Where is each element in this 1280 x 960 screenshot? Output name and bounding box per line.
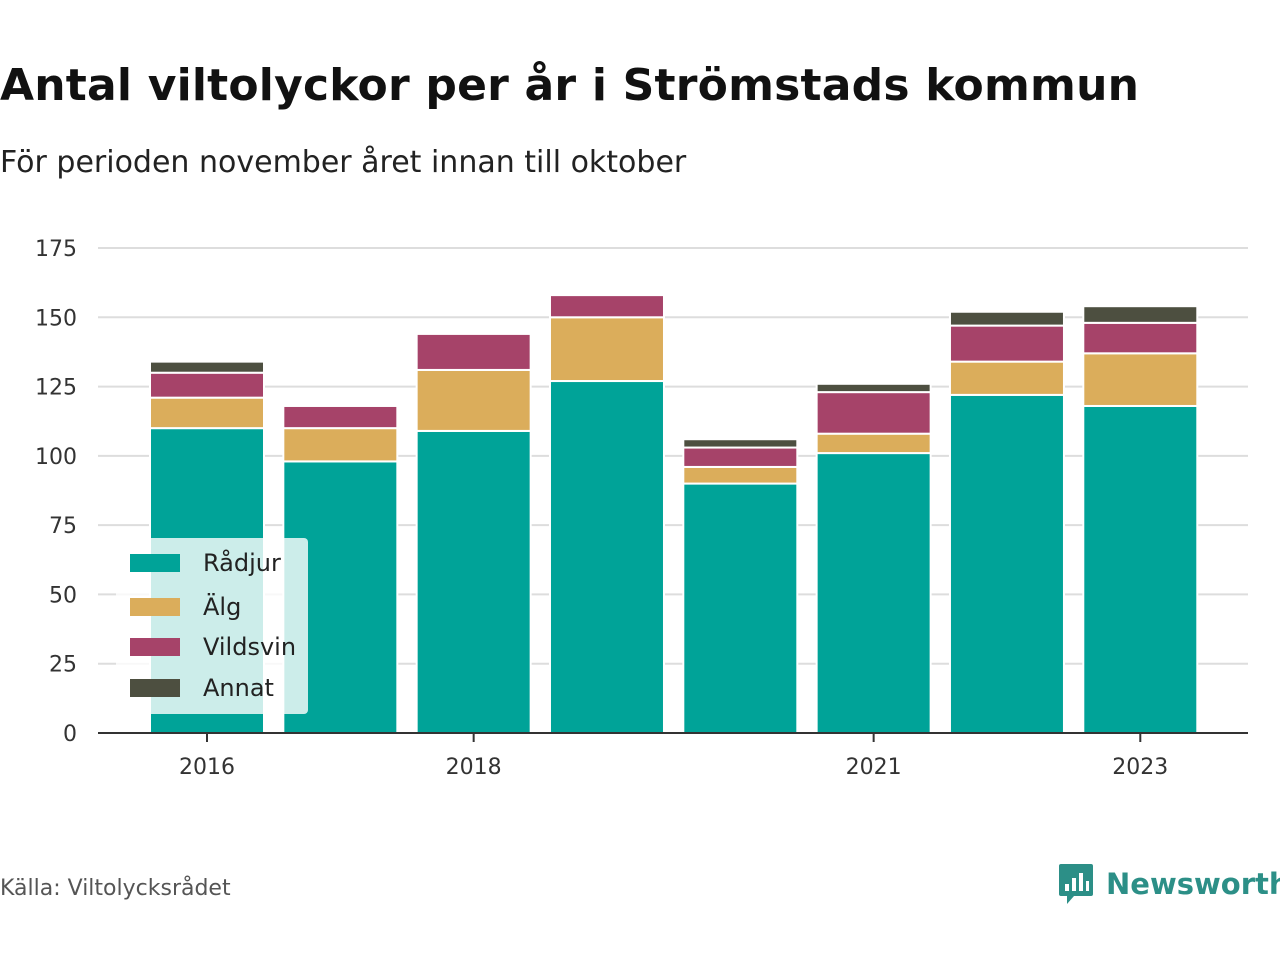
legend-label-radjur: Rådjur	[203, 549, 281, 577]
x-tick-label-2023: 2023	[1112, 755, 1168, 780]
y-tick-label-50: 50	[49, 583, 77, 608]
y-tick-label-125: 125	[35, 376, 77, 401]
y-tick-label-175: 175	[35, 237, 77, 262]
legend-item-radjur: Rådjur	[130, 548, 281, 578]
legend-item-vildsvin: Vildsvin	[130, 632, 296, 662]
x-tick-label-2016: 2016	[179, 755, 235, 780]
legend-swatch-alg	[130, 598, 180, 616]
bar-2020-annat	[682, 438, 799, 449]
bar-2017-alg	[282, 427, 399, 463]
bar-2022-vildsvin	[948, 324, 1065, 363]
y-tick-label-100: 100	[35, 445, 77, 470]
bar-2019-radjur	[548, 380, 665, 734]
y-axis-tick-labels: 0 25 50 75 100 125 150 175	[35, 237, 77, 747]
bar-2018-vildsvin	[415, 332, 532, 371]
legend: Rådjur Älg Vildsvin Annat	[116, 538, 308, 714]
chart-subtitle: För perioden november året innan till ok…	[0, 145, 687, 180]
bar-2020-radjur	[682, 482, 799, 735]
bar-2020-alg	[682, 465, 799, 485]
bar-2016-alg	[149, 396, 265, 430]
chart-title: Antal viltolyckor per år i Strömstads ko…	[0, 60, 1140, 111]
bar-2023-vildsvin	[1082, 321, 1199, 355]
y-tick-label-150: 150	[35, 306, 77, 331]
bar-2021-radjur	[815, 452, 932, 734]
bar-2022-annat	[948, 310, 1065, 327]
legend-item-annat: Annat	[130, 673, 274, 703]
legend-swatch-annat	[130, 679, 180, 697]
bar-2016-vildsvin	[149, 371, 265, 399]
bar-2023-alg	[1082, 352, 1199, 407]
bar-2023-radjur	[1082, 404, 1199, 734]
bar-2023-annat	[1082, 305, 1199, 324]
newsworthy-logo-text: Newsworthy	[1106, 867, 1280, 901]
legend-label-annat: Annat	[203, 674, 274, 702]
y-tick-label-75: 75	[49, 514, 77, 539]
bar-2020-vildsvin	[682, 446, 799, 468]
bar-2021-alg	[815, 432, 932, 455]
bar-2021-vildsvin	[815, 391, 932, 435]
bar-2021-annat	[815, 382, 932, 394]
bar-2022-alg	[948, 360, 1065, 396]
bar-2019-alg	[548, 316, 665, 383]
legend-swatch-radjur	[130, 554, 180, 572]
newsworthy-logo-icon	[1059, 864, 1093, 904]
x-axis-ticks: 2016 2018 2021 2023	[179, 733, 1168, 780]
x-tick-label-2018: 2018	[446, 755, 502, 780]
y-tick-label-0: 0	[63, 722, 77, 747]
bar-2017-vildsvin	[282, 404, 399, 430]
bar-2022-radjur	[948, 393, 1065, 734]
legend-label-alg: Älg	[203, 593, 242, 621]
x-tick-label-2021: 2021	[846, 755, 902, 780]
source-note: Källa: Viltolycksrådet	[0, 876, 231, 901]
bar-2016-annat	[149, 360, 265, 374]
legend-swatch-vildsvin	[130, 638, 180, 656]
legend-item-alg: Älg	[130, 592, 241, 622]
y-tick-label-25: 25	[49, 653, 77, 678]
newsworthy-logo[interactable]: Newsworthy	[1058, 862, 1280, 906]
legend-label-vildsvin: Vildsvin	[203, 633, 297, 661]
bar-2018-radjur	[415, 429, 532, 734]
bar-2018-alg	[415, 368, 532, 432]
bar-2019-vildsvin	[548, 294, 665, 319]
